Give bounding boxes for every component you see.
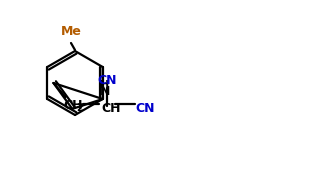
Text: CH: CH — [101, 102, 121, 115]
Text: H: H — [100, 80, 109, 90]
Text: CN: CN — [98, 74, 117, 87]
Text: Me: Me — [61, 25, 81, 38]
Text: CH: CH — [63, 99, 83, 112]
Text: 2: 2 — [77, 103, 83, 113]
Text: N: N — [100, 85, 110, 98]
Text: CN: CN — [136, 102, 155, 115]
